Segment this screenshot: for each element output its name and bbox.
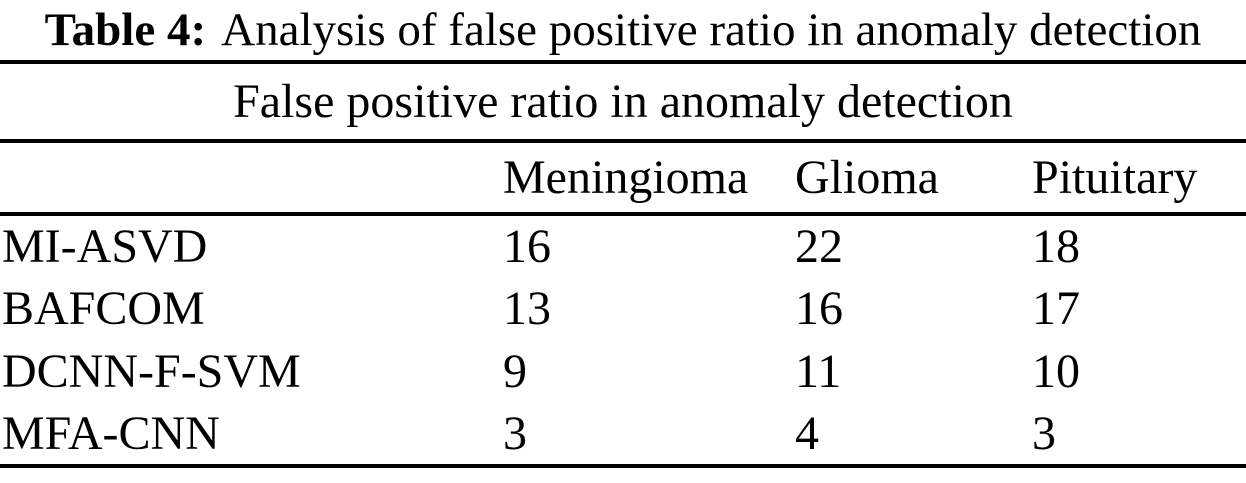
column-header-pituitary: Pituitary: [1032, 151, 1198, 204]
cell-value: 16: [795, 282, 843, 335]
cell-value: 3: [1032, 407, 1056, 460]
column-header-meningioma: Meningioma: [503, 151, 749, 204]
caption-label: Table 4:: [44, 4, 207, 56]
cell-value: 4: [795, 407, 819, 460]
row-label: DCNN-F-SVM: [2, 345, 301, 398]
table-row-mfa-cnn: MFA-CNN 3 4 3: [0, 403, 1246, 466]
top-rule: [0, 60, 1246, 64]
cell-value: 3: [503, 407, 527, 460]
column-header-method: [0, 141, 503, 214]
cell-value: 11: [795, 345, 842, 398]
cell-value: 22: [795, 220, 843, 273]
false-positive-ratio-table: Meningioma Glioma Pituitary MI-ASVD 16 2…: [0, 139, 1246, 468]
column-header-glioma: Glioma: [795, 151, 939, 204]
header-row: Meningioma Glioma Pituitary: [0, 141, 1246, 214]
table-caption: Table 4: Analysis of false positive ratio…: [0, 0, 1246, 60]
cell-value: 10: [1032, 345, 1080, 398]
cell-value: 17: [1032, 282, 1080, 335]
row-label: MFA-CNN: [2, 407, 220, 460]
table-row-dcnn-f-svm: DCNN-F-SVM 9 11 10: [0, 340, 1246, 403]
caption-text: Analysis of false positive ratio in anom…: [221, 4, 1202, 56]
row-label: MI-ASVD: [2, 220, 208, 273]
table-row-bafcom: BAFCOM 13 16 17: [0, 277, 1246, 340]
table-row-mi-asvd: MI-ASVD 16 22 18: [0, 214, 1246, 277]
table-span-header: False positive ratio in anomaly detectio…: [233, 75, 1013, 128]
row-label: BAFCOM: [2, 282, 205, 335]
cell-value: 13: [503, 282, 551, 335]
cell-value: 9: [503, 345, 527, 398]
cell-value: 16: [503, 220, 551, 273]
cell-value: 18: [1032, 220, 1080, 273]
